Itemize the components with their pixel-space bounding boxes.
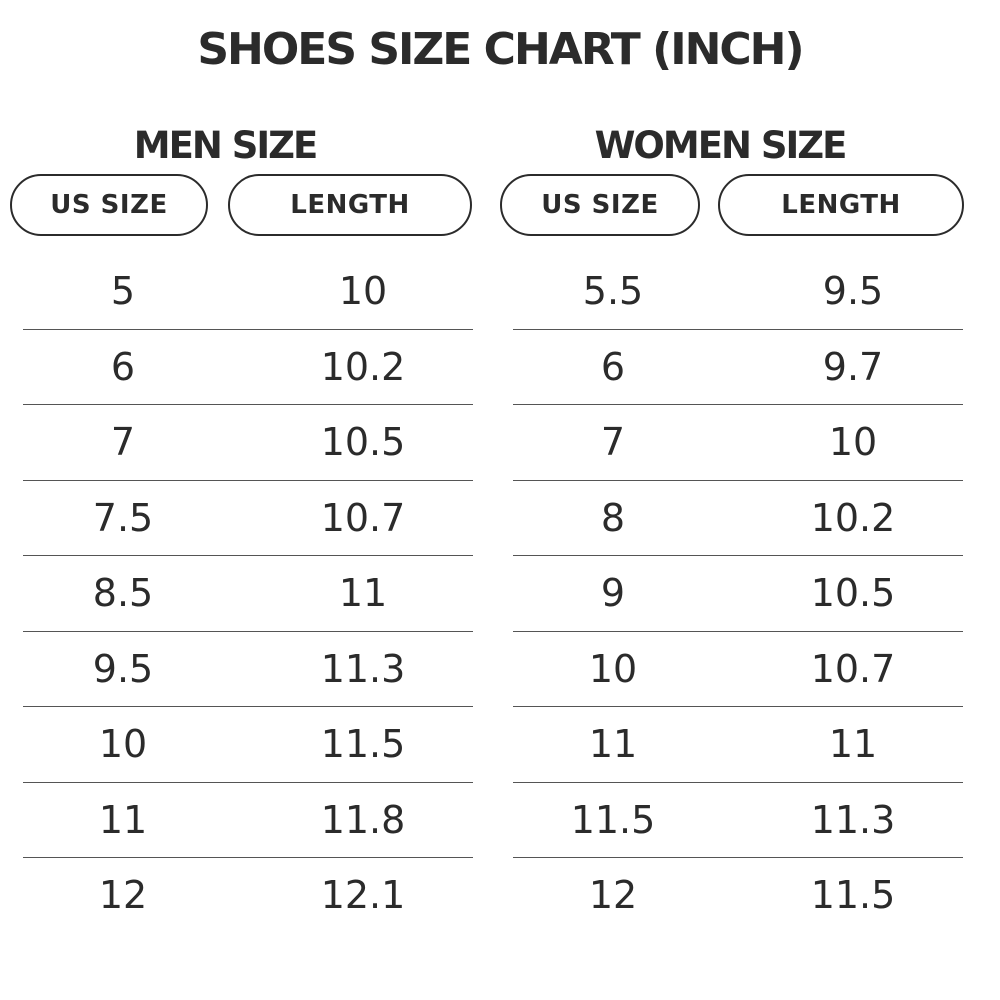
length-cell: 11.5 bbox=[810, 873, 896, 917]
table-row: 9 10.5 bbox=[513, 556, 963, 632]
table-row: 9.5 11.3 bbox=[23, 632, 473, 707]
length-cell: 10.7 bbox=[810, 646, 896, 691]
table-row: 5.5 9.5 bbox=[513, 254, 963, 330]
us-size-cell: 5 bbox=[110, 269, 136, 313]
length-cell: 9.5 bbox=[822, 269, 884, 313]
table-row: 12 12.1 bbox=[23, 858, 473, 934]
length-cell: 11 bbox=[828, 722, 878, 766]
us-size-cell: 9.5 bbox=[92, 646, 154, 691]
us-size-cell: 6 bbox=[600, 344, 626, 389]
chart-title: SHOES SIZE CHART (INCH) bbox=[197, 24, 804, 75]
length-cell: 12.1 bbox=[320, 873, 406, 917]
table-row: 8.5 11 bbox=[23, 556, 473, 632]
length-cell: 11 bbox=[338, 571, 388, 615]
us-size-cell: 10 bbox=[98, 722, 148, 766]
women-size-table: 5.5 9.5 6 9.7 7 10 8 10.2 9 10.5 10 10.7 11 11 11.5 11.… bbox=[513, 254, 963, 934]
women-size-heading: WOMEN SIZE bbox=[594, 124, 848, 167]
length-cell: 10.5 bbox=[320, 420, 406, 464]
length-cell: 10.2 bbox=[810, 495, 896, 540]
us-size-cell: 5.5 bbox=[582, 269, 644, 313]
women-length-header: LENGTH bbox=[718, 174, 964, 236]
length-cell: 10.2 bbox=[320, 344, 406, 389]
table-row: 6 10.2 bbox=[23, 330, 473, 405]
us-size-cell: 7 bbox=[600, 420, 626, 464]
length-cell: 9.7 bbox=[822, 344, 884, 389]
us-size-cell: 6 bbox=[110, 344, 136, 389]
length-cell: 11.3 bbox=[810, 797, 896, 842]
length-cell: 11.8 bbox=[320, 797, 406, 842]
us-size-cell: 9 bbox=[600, 571, 626, 615]
table-row: 11 11 bbox=[513, 707, 963, 783]
us-size-cell: 10 bbox=[588, 646, 638, 691]
us-size-cell: 12 bbox=[588, 873, 638, 917]
men-us-size-header: US SIZE bbox=[10, 174, 208, 236]
table-row: 7 10.5 bbox=[23, 405, 473, 481]
table-row: 11.5 11.3 bbox=[513, 783, 963, 858]
us-size-cell: 8.5 bbox=[92, 571, 154, 615]
table-row: 7 10 bbox=[513, 405, 963, 481]
men-size-heading: MEN SIZE bbox=[133, 124, 318, 167]
length-cell: 10.5 bbox=[810, 571, 896, 615]
table-row: 8 10.2 bbox=[513, 481, 963, 556]
us-size-cell: 7 bbox=[110, 420, 136, 464]
us-size-cell: 8 bbox=[600, 495, 626, 540]
us-size-cell: 12 bbox=[98, 873, 148, 917]
length-cell: 11.5 bbox=[320, 722, 406, 766]
table-row: 5 10 bbox=[23, 254, 473, 330]
table-row: 6 9.7 bbox=[513, 330, 963, 405]
length-cell: 11.3 bbox=[320, 646, 406, 691]
length-cell: 10 bbox=[338, 269, 388, 313]
table-row: 12 11.5 bbox=[513, 858, 963, 934]
men-length-header: LENGTH bbox=[228, 174, 472, 236]
table-row: 10 11.5 bbox=[23, 707, 473, 783]
table-row: 11 11.8 bbox=[23, 783, 473, 858]
table-row: 7.5 10.7 bbox=[23, 481, 473, 556]
us-size-cell: 11 bbox=[98, 797, 148, 842]
men-size-table: 5 10 6 10.2 7 10.5 7.5 10.7 8.5 11 9.5 11.3 10 11.5 11… bbox=[23, 254, 473, 934]
table-row: 10 10.7 bbox=[513, 632, 963, 707]
us-size-cell: 7.5 bbox=[92, 495, 154, 540]
us-size-cell: 11.5 bbox=[570, 797, 656, 842]
length-cell: 10 bbox=[828, 420, 878, 464]
women-us-size-header: US SIZE bbox=[500, 174, 700, 236]
us-size-cell: 11 bbox=[588, 722, 638, 766]
length-cell: 10.7 bbox=[320, 495, 406, 540]
